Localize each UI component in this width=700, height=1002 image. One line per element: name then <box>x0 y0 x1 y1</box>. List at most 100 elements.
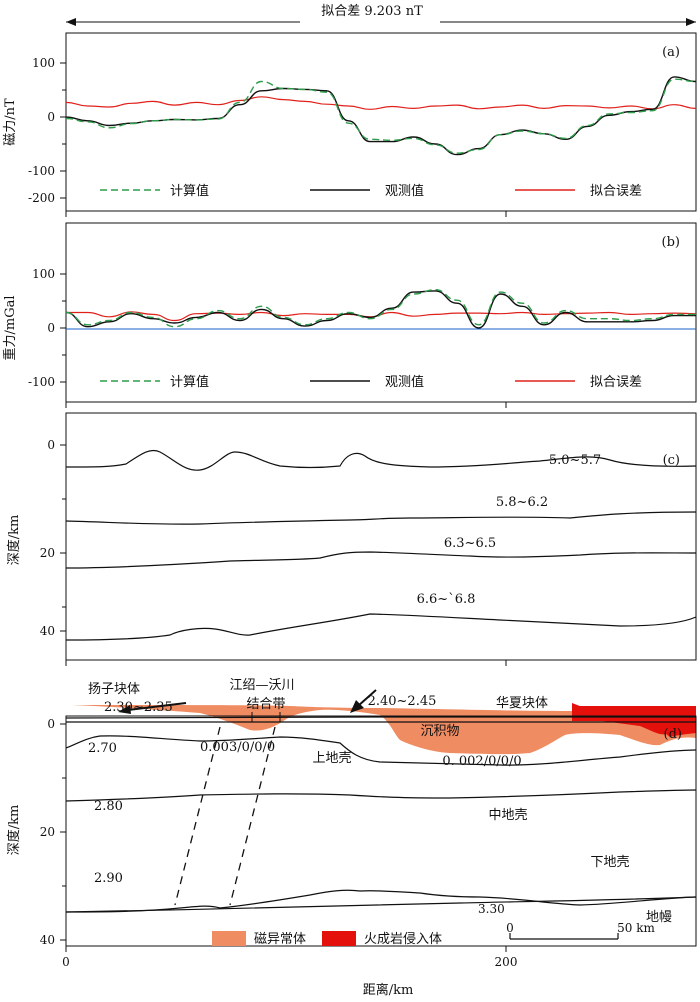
panel-d-ytick: 20 <box>40 825 55 839</box>
panel-b-series <box>65 288 697 329</box>
legend-igneous-label: 火成岩侵入体 <box>364 931 442 947</box>
label-d270: 2.70 <box>88 741 117 756</box>
upper-crust-base <box>65 735 697 766</box>
x-tick-label: 0 <box>62 955 70 969</box>
mantle-top <box>65 896 697 913</box>
panel-a-ytick: 0 <box>47 110 55 124</box>
label-d290: 2.90 <box>94 871 123 886</box>
panel-c-interfaces <box>65 449 697 641</box>
panel-d-yticks: 0 20 40 <box>40 717 66 947</box>
panel-a-legend: 计算值 观测值 拟合误差 <box>100 183 642 199</box>
panel-a-series <box>65 76 697 156</box>
panel-b-ylabel: 重力/mGal <box>2 295 18 360</box>
label-density-240: 2.40~2.45 <box>368 694 437 709</box>
interface-label: 5.8~6.2 <box>496 495 548 510</box>
panel-c-yticks: 0 20 40 <box>40 438 66 638</box>
label-mag1: 0.003/0/0/0 <box>200 740 275 755</box>
panel-d: (d) 深度/km 0 20 40 <box>6 678 697 952</box>
panel-c-ytick: 40 <box>40 624 55 638</box>
misfit-header: 拟合差 9.203 nT <box>66 4 696 32</box>
label-middle-crust: 中地壳 <box>488 808 527 823</box>
legend-calc-label: 计算值 <box>170 374 209 390</box>
scale-fifty: 50 km <box>617 921 655 935</box>
igneous-block <box>572 714 696 737</box>
arrow-yangtze <box>127 702 187 711</box>
panel-a-calc-series <box>65 78 697 154</box>
moho <box>65 889 697 913</box>
arrow-density-head <box>350 700 364 713</box>
label-d280: 2.80 <box>94 799 123 814</box>
suture-line-1 <box>174 726 221 906</box>
panel-b-obs-series <box>65 290 696 329</box>
arrow-density <box>357 689 377 707</box>
label-lower-crust: 下地壳 <box>590 855 629 870</box>
arrow-yangtze-head <box>118 705 131 714</box>
panel-d-interfaces <box>65 716 697 913</box>
panel-a-obs-series <box>65 76 697 156</box>
panel-a: (a) 磁力/nT 100 0 -100 -200 计算值 观测值 拟合误差 <box>3 32 697 217</box>
panel-d-ytick: 0 <box>47 717 55 731</box>
panel-a-ytick: -100 <box>28 164 55 178</box>
panel-d-tag: (d) <box>664 727 682 742</box>
interface-6.6-6.8 <box>65 613 697 641</box>
legend-anomaly-swatch <box>212 931 246 946</box>
panel-c: (c) 深度/km 0 20 40 5.0~5.7 5.8~6.2 6.3~6.… <box>6 412 697 666</box>
label-huaxia: 华夏块体 <box>496 696 548 711</box>
legend-err-label: 拟合误差 <box>590 184 642 199</box>
panel-d-ylabel: 深度/km <box>6 805 22 856</box>
x-axis-label: 距离/km <box>363 982 414 998</box>
surface-top <box>65 716 696 719</box>
panel-a-error-series <box>65 96 697 110</box>
panel-a-yticks: 100 0 -100 -200 <box>28 56 66 205</box>
panel-c-tag: (c) <box>663 453 680 468</box>
legend-calc-label: 计算值 <box>170 183 209 199</box>
label-upper-crust: 上地壳 <box>312 751 351 766</box>
scale-bar: 0 50 km <box>506 921 655 940</box>
label-mantle: 地幔 <box>646 910 672 925</box>
label-mag2: 0. 002/0/0/0 <box>442 754 521 769</box>
misfit-label: 拟合差 9.203 nT <box>321 4 423 19</box>
label-jiangshao-1: 江绍—沃川 <box>229 678 294 693</box>
legend-obs-label: 观测值 <box>385 183 424 199</box>
interface-5.0-5.7 <box>65 449 697 471</box>
label-yangtze: 扬子块体 <box>88 682 140 697</box>
scale-zero: 0 <box>506 921 514 935</box>
interface-5.8-6.2 <box>65 511 697 525</box>
middle-crust-base <box>65 789 697 802</box>
panel-d-ytick: 40 <box>40 933 55 947</box>
x-tick-label: 200 <box>495 955 518 969</box>
panel-d-legend: 磁异常体 火成岩侵入体 <box>212 931 442 947</box>
panel-a-tag: (a) <box>662 45 680 60</box>
panel-b-calc-series <box>65 288 696 328</box>
interface-label: 6.6~`6.8 <box>417 592 476 607</box>
panel-c-ytick: 20 <box>40 546 55 560</box>
panel-a-ytick: -200 <box>28 191 55 205</box>
panel-b-ytick: -100 <box>28 375 55 389</box>
legend-obs-label: 观测值 <box>385 374 424 390</box>
label-sediment: 沉积物 <box>420 724 459 739</box>
panel-c-ytick: 0 <box>47 438 55 452</box>
interface-6.3-6.5 <box>65 551 697 569</box>
panel-c-ylabel: 深度/km <box>6 515 22 566</box>
panel-b-yticks: 100 0 -100 <box>28 267 66 389</box>
panel-d-arrows <box>118 689 377 714</box>
x-axis: 0 200 距离/km <box>62 955 517 998</box>
legend-err-label: 拟合误差 <box>590 375 642 390</box>
suture-line-2 <box>229 726 276 906</box>
interface-label: 5.0~5.7 <box>549 453 601 468</box>
panel-b-ytick: 0 <box>47 321 55 335</box>
panel-a-ylabel: 磁力/nT <box>3 98 18 146</box>
panel-a-ytick: 100 <box>32 56 55 70</box>
legend-igneous-swatch <box>322 931 356 946</box>
panel-b-ytick: 100 <box>32 267 55 281</box>
label-d330: 3.30 <box>478 902 505 916</box>
panel-b: (b) 重力/mGal 100 0 -100 计算值 观测值 拟合误差 <box>2 222 697 408</box>
legend-anomaly-label: 磁异常体 <box>254 932 306 947</box>
panel-b-legend: 计算值 观测值 拟合误差 <box>100 374 642 390</box>
label-jiangshao-2: 结合带 <box>246 697 285 712</box>
igneous-cap <box>572 706 696 721</box>
label-yangtze-density: 2.30~2.35 <box>104 700 173 715</box>
interface-label: 6.3~6.5 <box>444 536 496 551</box>
panel-b-tag: (b) <box>662 235 680 250</box>
